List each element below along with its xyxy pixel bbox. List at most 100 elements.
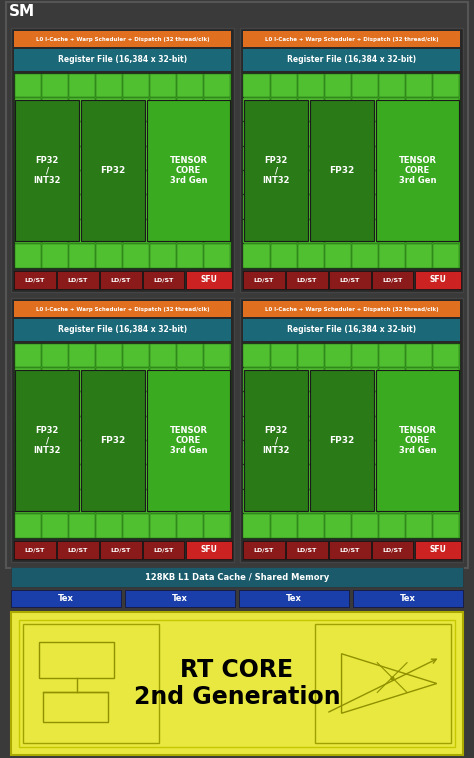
Bar — [147, 100, 230, 241]
Bar — [325, 220, 351, 243]
Bar — [379, 441, 405, 465]
Bar — [69, 343, 95, 367]
Bar — [244, 74, 270, 97]
Bar — [204, 343, 230, 367]
Bar — [14, 301, 231, 317]
Bar — [298, 490, 324, 513]
Bar — [325, 417, 351, 440]
Bar — [15, 371, 79, 511]
Bar — [204, 244, 230, 268]
Bar — [271, 514, 297, 537]
Bar — [298, 343, 324, 367]
Text: Register File (16,384 x 32-bit): Register File (16,384 x 32-bit) — [58, 325, 187, 334]
Bar — [298, 196, 324, 219]
Bar — [325, 98, 351, 121]
Bar — [406, 98, 432, 121]
Bar — [298, 244, 324, 268]
Text: SFU: SFU — [201, 275, 218, 284]
Bar — [11, 298, 234, 562]
Bar — [69, 417, 95, 440]
Bar — [433, 196, 459, 219]
Bar — [328, 271, 371, 289]
Text: LD/ST: LD/ST — [68, 547, 88, 553]
Bar — [376, 100, 459, 241]
Bar — [69, 98, 95, 121]
Bar — [143, 271, 184, 289]
Bar — [15, 490, 41, 513]
Bar — [177, 74, 203, 97]
Bar — [325, 343, 351, 367]
Bar — [42, 146, 68, 170]
Bar — [244, 146, 270, 170]
Bar — [69, 392, 95, 415]
Bar — [14, 541, 56, 559]
Bar — [123, 417, 149, 440]
Text: Tex: Tex — [172, 594, 188, 603]
Bar — [43, 692, 109, 722]
Bar — [11, 567, 463, 587]
Bar — [352, 244, 378, 268]
Bar — [271, 220, 297, 243]
Bar — [271, 441, 297, 465]
Bar — [14, 49, 231, 71]
Bar — [204, 514, 230, 537]
Bar — [123, 343, 149, 367]
Bar — [147, 371, 230, 511]
Bar — [415, 271, 461, 289]
Text: LD/ST: LD/ST — [254, 547, 274, 553]
Bar — [271, 244, 297, 268]
Bar — [298, 514, 324, 537]
Bar — [271, 171, 297, 194]
Bar — [406, 514, 432, 537]
Bar — [14, 343, 231, 538]
Bar — [204, 98, 230, 121]
Bar — [433, 368, 459, 391]
Text: LD/ST: LD/ST — [25, 547, 45, 553]
Bar — [177, 244, 203, 268]
Bar — [69, 490, 95, 513]
Bar — [177, 441, 203, 465]
Bar — [433, 343, 459, 367]
Bar — [57, 541, 99, 559]
Text: SFU: SFU — [201, 546, 218, 555]
Bar — [298, 98, 324, 121]
Bar — [96, 74, 122, 97]
Bar — [352, 122, 378, 146]
Bar — [406, 392, 432, 415]
Bar — [298, 392, 324, 415]
Bar — [69, 196, 95, 219]
Bar — [298, 220, 324, 243]
Bar — [15, 100, 79, 241]
Bar — [177, 490, 203, 513]
Bar — [271, 196, 297, 219]
Bar — [11, 612, 463, 755]
Bar — [352, 465, 378, 489]
Text: FP32: FP32 — [100, 166, 126, 175]
Text: FP32
/
INT32: FP32 / INT32 — [33, 155, 61, 186]
Bar — [240, 28, 463, 292]
Bar — [325, 514, 351, 537]
Bar — [42, 171, 68, 194]
Bar — [310, 371, 374, 511]
Bar — [15, 220, 41, 243]
Bar — [96, 122, 122, 146]
Bar — [406, 74, 432, 97]
Bar — [150, 98, 176, 121]
Text: LD/ST: LD/ST — [154, 547, 173, 553]
Bar — [69, 122, 95, 146]
Bar — [186, 271, 232, 289]
Text: LD/ST: LD/ST — [25, 277, 45, 283]
Text: LD/ST: LD/ST — [383, 547, 402, 553]
Bar — [150, 171, 176, 194]
Bar — [243, 31, 460, 47]
Bar — [96, 171, 122, 194]
Bar — [42, 343, 68, 367]
Bar — [42, 196, 68, 219]
Bar — [204, 220, 230, 243]
Text: LD/ST: LD/ST — [110, 547, 131, 553]
Bar — [244, 100, 308, 241]
Bar — [433, 220, 459, 243]
Bar — [271, 417, 297, 440]
Bar — [204, 392, 230, 415]
Bar — [42, 514, 68, 537]
